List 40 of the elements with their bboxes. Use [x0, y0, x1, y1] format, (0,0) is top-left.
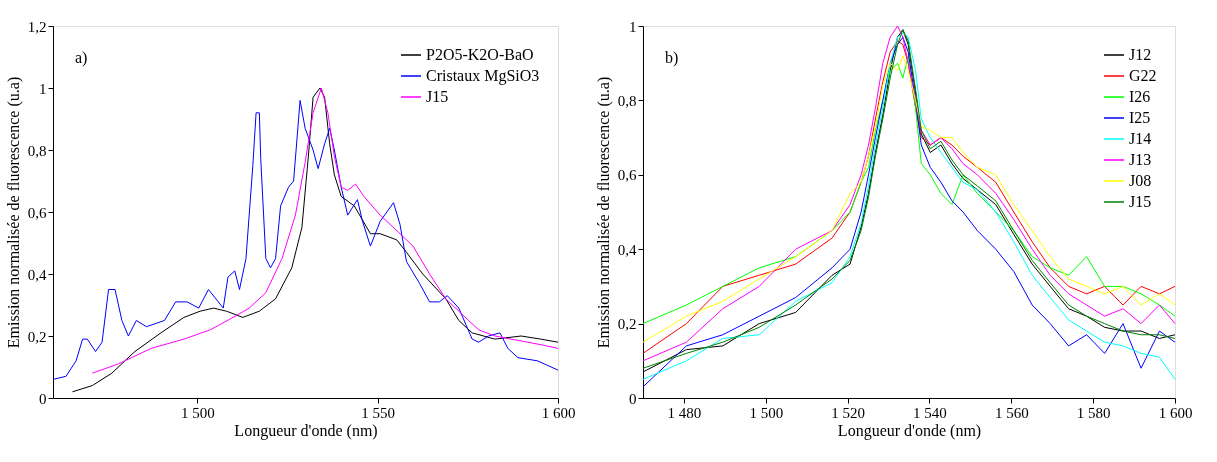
- legend-label: I25: [1129, 109, 1151, 126]
- y-tick-label: 0,4: [27, 266, 47, 283]
- legend-label: J12: [1129, 46, 1152, 63]
- x-axis-title: Longueur d'onde (nm): [837, 421, 982, 440]
- y-tick-label: 0,6: [617, 167, 637, 184]
- x-tick-label: 1 520: [831, 404, 865, 421]
- legend-label: J08: [1129, 172, 1152, 189]
- y-tick-label: 0,2: [27, 328, 47, 345]
- legend-label: G22: [1129, 67, 1157, 84]
- y-tick-label: 0,8: [27, 142, 47, 159]
- legend-label: J13: [1129, 151, 1152, 168]
- y-tick-label: 0,8: [617, 92, 637, 109]
- legend-label: J14: [1129, 130, 1152, 147]
- legend-label: P2O5-K2O-BaO: [426, 46, 534, 63]
- y-tick-label: 0: [39, 390, 47, 407]
- x-tick-label: 1 500: [749, 404, 784, 421]
- y-axis-title: Emission normalisée de fluorescence (u.a): [4, 76, 23, 349]
- x-tick-label: 1 580: [1076, 404, 1111, 421]
- y-tick-label: 1: [39, 80, 47, 97]
- y-tick-label: 1: [629, 18, 637, 35]
- y-tick-label: 0,6: [27, 204, 47, 221]
- legend-label: J15: [1129, 193, 1152, 210]
- y-axis-title: Emission normalisée de fluorescence (u.a): [594, 76, 613, 349]
- x-tick-label: 1 480: [667, 404, 702, 421]
- x-tick-label: 1 560: [994, 404, 1029, 421]
- annotation: b): [665, 49, 679, 67]
- x-tick-label: 1 550: [361, 404, 396, 421]
- y-tick-label: 0: [629, 390, 637, 407]
- y-tick-label: 0,2: [617, 316, 637, 333]
- y-tick-label: 1,2: [27, 18, 47, 35]
- x-tick-label: 1 500: [180, 404, 215, 421]
- x-tick-label: 1 540: [913, 404, 947, 421]
- legend-label: J15: [426, 88, 449, 105]
- x-tick-label: 1 600: [541, 404, 576, 421]
- x-tick-label: 1 600: [1158, 404, 1193, 421]
- legend-label: I26: [1129, 88, 1151, 105]
- x-axis-title: Longueur d'onde (nm): [234, 421, 378, 440]
- annotation: a): [75, 49, 88, 67]
- legend-label: Cristaux MgSiO3: [426, 67, 540, 85]
- y-tick-label: 0,4: [617, 241, 637, 258]
